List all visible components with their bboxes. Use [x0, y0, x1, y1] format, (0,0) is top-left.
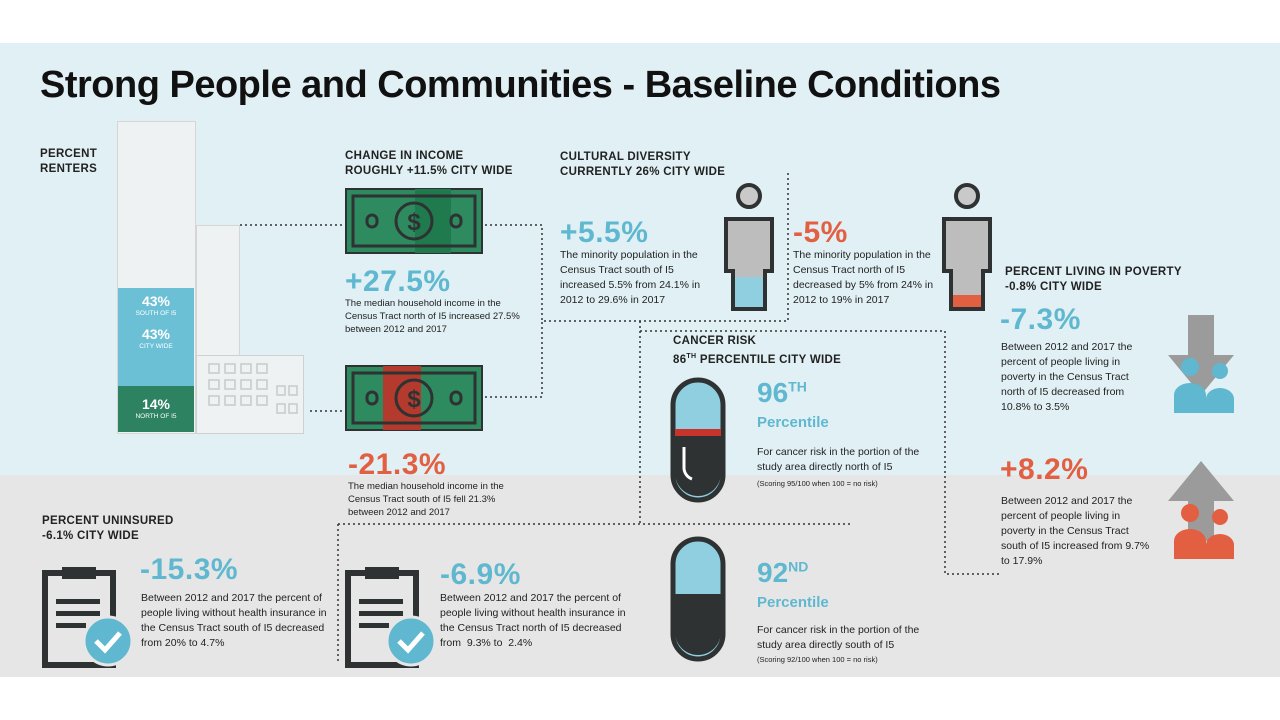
dollar-bill-icon: $ — [345, 188, 483, 254]
cancer-north-text: For cancer risk in the portion of the st… — [757, 446, 920, 473]
person-icon — [724, 183, 774, 311]
pill-icon — [670, 377, 726, 503]
uninsured-heading-line1: PERCENT UNINSURED — [42, 515, 174, 527]
svg-text:$: $ — [407, 209, 421, 236]
diversity-heading-line2: CURRENTLY 26% CITY WIDE — [560, 166, 726, 178]
uninsured-heading-line2: -6.1% CITY WIDE — [42, 530, 139, 542]
uninsured-north-text: Between 2012 and 2017 the percent of peo… — [440, 592, 629, 649]
renters-city-label: CITY WIDE — [139, 343, 173, 350]
cancer-heading: CANCER RISK 86TH PERCENTILE CITY WIDE — [673, 334, 841, 368]
cancer-south-sup: ND — [788, 558, 809, 575]
renters-city-value: 43% — [141, 326, 171, 342]
uninsured-south-text: Between 2012 and 2017 the percent of peo… — [141, 592, 327, 649]
renters-city: 43% CITY WIDE — [118, 326, 194, 350]
renters-south: 43% SOUTH OF I5 — [118, 293, 194, 317]
renters-bar-city — [118, 288, 194, 386]
bottom-band — [0, 475, 1280, 677]
connector-poverty — [640, 330, 1000, 575]
cancer-north-unit: Percentile — [757, 414, 829, 431]
renters-north: 14% NORTH OF I5 — [118, 396, 194, 420]
diversity-heading-line1: CULTURAL DIVERSITY — [560, 151, 691, 163]
income-heading-line2: ROUGHLY +11.5% CITY WIDE — [345, 165, 513, 177]
clipboard-check-icon — [42, 567, 134, 668]
poverty-heading-line2: -0.8% CITY WIDE — [1005, 281, 1102, 293]
cancer-heading-num: 86 — [673, 353, 687, 366]
renters-heading-line2: RENTERS — [40, 163, 98, 175]
income-north-change: +27.5% — [345, 265, 451, 298]
poverty-north-text: Between 2012 and 2017 the percent of peo… — [1001, 341, 1133, 413]
person-icon — [942, 183, 992, 311]
renters-north-value: 14% — [141, 396, 171, 412]
dollar-bill-icon: $ — [345, 365, 483, 431]
cancer-south-unit: Percentile — [757, 594, 829, 611]
poverty-south-text: Between 2012 and 2017 the percent of peo… — [1001, 495, 1150, 567]
cancer-heading-line1: CANCER RISK — [673, 335, 757, 347]
uninsured-heading: PERCENT UNINSURED -6.1% CITY WIDE — [42, 514, 174, 544]
renters-heading-line1: PERCENT — [40, 148, 98, 160]
page-title: Strong People and Communities - Baseline… — [40, 64, 1001, 106]
renters-north-label: NORTH OF I5 — [135, 413, 177, 420]
pill-icon — [670, 536, 726, 662]
cancer-south-rank: 92ND — [757, 557, 808, 589]
building-windows — [208, 363, 298, 414]
connector-income-bottom — [485, 321, 543, 398]
cancer-heading-rest: PERCENTILE CITY WIDE — [699, 353, 842, 366]
renters-south-label: SOUTH OF I5 — [135, 310, 177, 317]
poverty-heading: PERCENT LIVING IN POVERTY -0.8% CITY WID… — [1005, 265, 1182, 295]
cancer-north-note: (Scoring 95/100 when 100 = no risk) — [757, 479, 878, 488]
cancer-heading-sup: TH — [686, 353, 697, 360]
infographic-panel: Strong People and Communities - Baseline… — [0, 43, 1280, 677]
arrow-down-people-icon — [1168, 315, 1234, 413]
arrow-up-people-icon — [1168, 461, 1234, 559]
income-heading: CHANGE IN INCOME ROUGHLY +11.5% CITY WID… — [345, 149, 513, 179]
cancer-south-note: (Scoring 92/100 when 100 = no risk) — [757, 655, 878, 664]
diversity-north-change: -5% — [793, 216, 848, 249]
diversity-south-text: The minority population in the Census Tr… — [560, 249, 701, 306]
poverty-heading-line1: PERCENT LIVING IN POVERTY — [1005, 266, 1182, 278]
poverty-south-change: +8.2% — [1000, 453, 1089, 486]
renters-bar-north — [118, 386, 194, 432]
renters-south-value: 43% — [141, 293, 171, 309]
income-south-text: The median household income in the Censu… — [348, 481, 504, 518]
poverty-north-change: -7.3% — [1000, 303, 1081, 336]
cancer-north-sup: TH — [788, 378, 807, 395]
diversity-south-change: +5.5% — [560, 216, 649, 249]
connector-lines — [240, 171, 1000, 663]
renters-heading: PERCENT RENTERS — [40, 147, 97, 177]
income-heading-line1: CHANGE IN INCOME — [345, 150, 464, 162]
cancer-heading-line2: 86TH PERCENTILE CITY WIDE — [673, 349, 841, 368]
cancer-north-rank: 96TH — [757, 377, 807, 409]
cancer-south-value: 92 — [757, 557, 789, 588]
income-south-change: -21.3% — [348, 448, 447, 481]
svg-text:$: $ — [407, 386, 421, 413]
cancer-south-text: For cancer risk in the portion of the st… — [757, 624, 920, 651]
diversity-north-text: The minority population in the Census Tr… — [793, 249, 934, 306]
building-short — [196, 355, 304, 434]
income-north-text: The median household income in the Censu… — [345, 298, 520, 335]
cancer-north-value: 96 — [757, 377, 789, 408]
diversity-heading: CULTURAL DIVERSITY CURRENTLY 26% CITY WI… — [560, 150, 725, 180]
uninsured-south-change: -15.3% — [140, 553, 239, 586]
clipboard-check-icon — [345, 567, 437, 668]
uninsured-north-change: -6.9% — [440, 558, 521, 591]
